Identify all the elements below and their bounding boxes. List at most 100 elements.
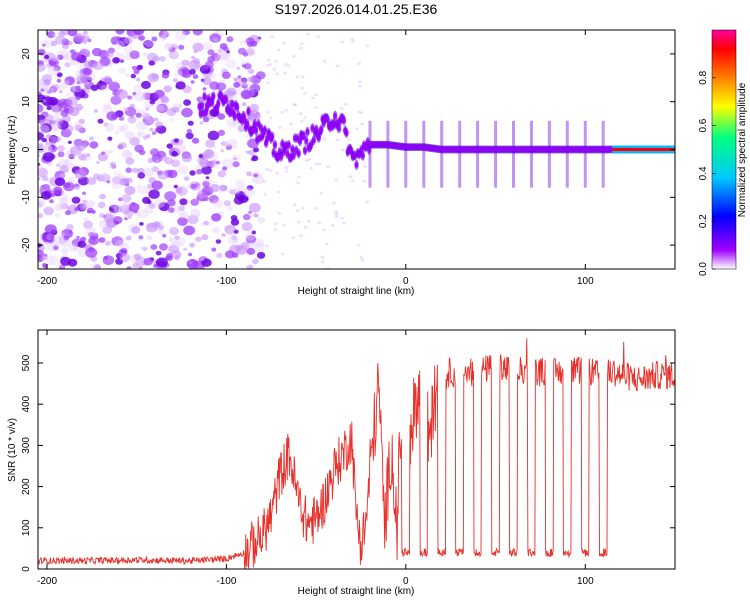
spectrogram-blob <box>174 143 187 154</box>
spectrogram-blob <box>115 239 125 248</box>
spectrogram-blob <box>59 165 70 173</box>
spectrogram-blob <box>144 205 155 214</box>
ridge-core <box>301 132 306 139</box>
spectrogram-blob <box>222 141 230 148</box>
spectrogram-blob <box>157 229 165 235</box>
spectrogram-blob <box>175 30 188 41</box>
colorbar: 0.0 0.2 0.4 0.6 0.8 Normalized spectral ampl… <box>698 29 748 276</box>
spectrogram-blob <box>214 163 220 168</box>
spectrogram-blob <box>75 95 81 101</box>
spectrogram-blob <box>50 104 60 113</box>
spectrogram-blob <box>61 247 69 255</box>
spectrogram-blob <box>56 78 62 83</box>
spectrogram-blob <box>150 244 158 250</box>
ridge-core <box>361 152 365 159</box>
spectrogram-blob <box>291 54 296 58</box>
spectrogram-blob <box>120 242 130 251</box>
spectrogram-blob <box>206 221 212 227</box>
spectrogram-blob <box>74 121 83 129</box>
spectrogram-blob <box>131 65 137 70</box>
spectrogram-blob <box>153 264 158 268</box>
spectrogram-streak <box>512 120 515 188</box>
spectrogram-blob <box>189 68 196 75</box>
ridge-core <box>337 125 341 132</box>
spectrogram-blob <box>195 236 202 242</box>
spectrogram-blob <box>171 150 178 157</box>
spectrogram-blob <box>38 63 43 68</box>
spectrogram-blob <box>296 209 300 213</box>
spectrogram-blob <box>212 198 224 208</box>
spectrogram-blob <box>253 213 259 218</box>
spectrogram-blob <box>49 122 62 132</box>
spectrogram-streak <box>583 120 587 188</box>
spectrogram-blob <box>173 184 178 189</box>
spectrogram-blob <box>201 165 212 175</box>
spectrogram-blob <box>196 96 204 102</box>
spectrogram-blob <box>82 203 90 210</box>
ridge-core <box>259 125 263 132</box>
spectrogram-blob <box>84 48 91 54</box>
spectrogram-blob <box>89 141 99 149</box>
spectrogram-blob <box>50 122 60 130</box>
spectrogram-streak <box>530 120 533 188</box>
spectrogram-blob <box>136 77 141 82</box>
spectrogram-blob <box>82 67 93 76</box>
spectrogram-blob <box>189 170 196 176</box>
spectrogram-blob <box>113 170 122 178</box>
spectrogram-blob <box>268 169 273 172</box>
colorbar-label: Normalized spectral amplitude <box>737 82 748 217</box>
spectrogram-blob <box>143 167 155 177</box>
spectrogram-blob <box>46 105 52 111</box>
spectrogram-blob <box>119 59 124 63</box>
spectrogram-blob <box>268 62 273 66</box>
spectrogram-blob <box>93 264 101 269</box>
spectrogram-blob <box>298 112 303 116</box>
spectrogram-blob <box>173 78 178 83</box>
spectrogram-blob <box>124 185 136 196</box>
spectrogram-blob <box>265 244 269 248</box>
spectrogram-blob <box>235 244 243 251</box>
spectrogram-blob <box>122 106 129 112</box>
spectrogram-blob <box>221 71 231 79</box>
snr-series-line <box>38 338 675 569</box>
spectrogram-blob <box>319 192 324 195</box>
spectrogram-blob <box>125 235 132 241</box>
spectrogram-blob <box>142 196 151 204</box>
spectrogram-blob <box>178 165 189 175</box>
spectrogram-blob <box>357 110 361 114</box>
spectrogram-blob <box>123 36 133 44</box>
spectrogram-blob <box>102 255 115 266</box>
spectrogram-blob <box>38 213 44 218</box>
spectrogram-blob <box>320 260 325 264</box>
spectrogram-blob <box>38 49 46 56</box>
spectrogram-blob <box>57 202 68 211</box>
spectrogram-blob <box>245 150 251 155</box>
ridge-core <box>342 117 346 124</box>
spectrogram-blob <box>158 202 170 212</box>
ridge-core <box>312 137 316 144</box>
spectrogram-blob <box>339 106 344 110</box>
spectrogram-blob <box>296 220 301 224</box>
spectrogram-blob <box>55 212 61 218</box>
spectrogram-blob <box>168 50 179 60</box>
spectrogram-blob <box>118 125 126 133</box>
ridge-core <box>200 102 204 109</box>
ridge-core <box>254 127 258 134</box>
spectrogram-blob <box>152 55 160 63</box>
top-y-axis-label: Frequency (Hz) <box>7 116 18 185</box>
ridge-core <box>333 112 337 119</box>
spectrogram-blob <box>44 86 55 95</box>
spectrogram-blob <box>273 228 278 232</box>
spectrogram-blob <box>138 209 149 219</box>
spectrogram-blob <box>153 198 165 208</box>
spectrogram-blob <box>155 159 159 163</box>
spectrogram-blob <box>126 266 132 269</box>
spectrogram-blob <box>71 52 82 61</box>
spectrogram-blob <box>288 122 293 126</box>
spectrogram-blob <box>83 220 94 229</box>
spectrogram-blob <box>68 230 73 234</box>
spectrogram-blob <box>199 121 204 125</box>
spectrogram-blob <box>73 33 85 43</box>
spectrogram-blob <box>220 79 225 84</box>
ridge-core <box>270 133 275 140</box>
